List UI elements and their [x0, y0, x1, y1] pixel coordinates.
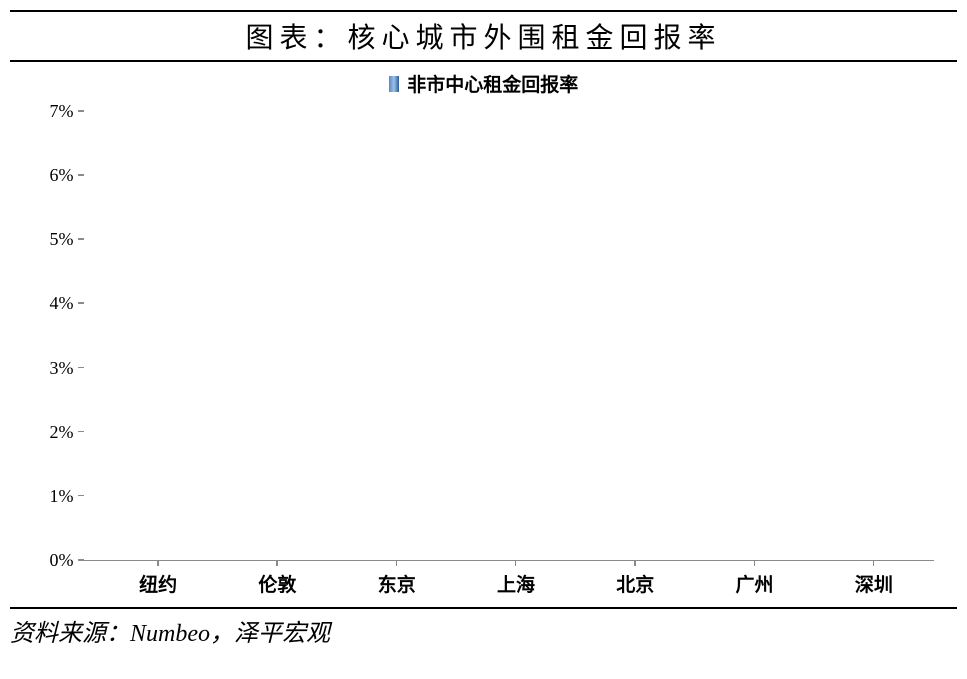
x-label: 东京 [378, 560, 416, 597]
y-tick-label: 7% [50, 101, 84, 122]
x-label: 广州 [736, 560, 774, 597]
chart-area: 纽约伦敦东京上海北京广州深圳 0%1%2%3%4%5%6%7% [24, 101, 944, 601]
legend: 非市中心租金回报率 [10, 62, 957, 101]
y-tick-label: 2% [50, 422, 84, 443]
bars-container: 纽约伦敦东京上海北京广州深圳 [84, 111, 934, 560]
y-tick-label: 6% [50, 165, 84, 186]
y-tick-label: 5% [50, 229, 84, 250]
y-tick-label: 4% [50, 293, 84, 314]
x-label: 伦敦 [258, 560, 296, 597]
source-bar: 资料来源：Numbeo，泽平宏观 [10, 607, 957, 648]
legend-label: 非市中心租金回报率 [407, 75, 578, 96]
y-tick-label: 0% [50, 550, 84, 571]
y-tick-label: 1% [50, 486, 84, 507]
chart-title: 图表：核心城市外围租金回报率 [245, 23, 721, 54]
x-label: 北京 [616, 560, 654, 597]
legend-swatch [389, 76, 399, 92]
plot-region: 纽约伦敦东京上海北京广州深圳 0%1%2%3%4%5%6%7% [84, 111, 934, 561]
x-label: 纽约 [139, 560, 177, 597]
x-label: 上海 [497, 560, 535, 597]
x-label: 深圳 [855, 560, 893, 597]
y-tick-label: 3% [50, 358, 84, 379]
title-bar: 图表：核心城市外围租金回报率 [10, 10, 957, 62]
source-text: 资料来源：Numbeo，泽平宏观 [10, 621, 330, 647]
